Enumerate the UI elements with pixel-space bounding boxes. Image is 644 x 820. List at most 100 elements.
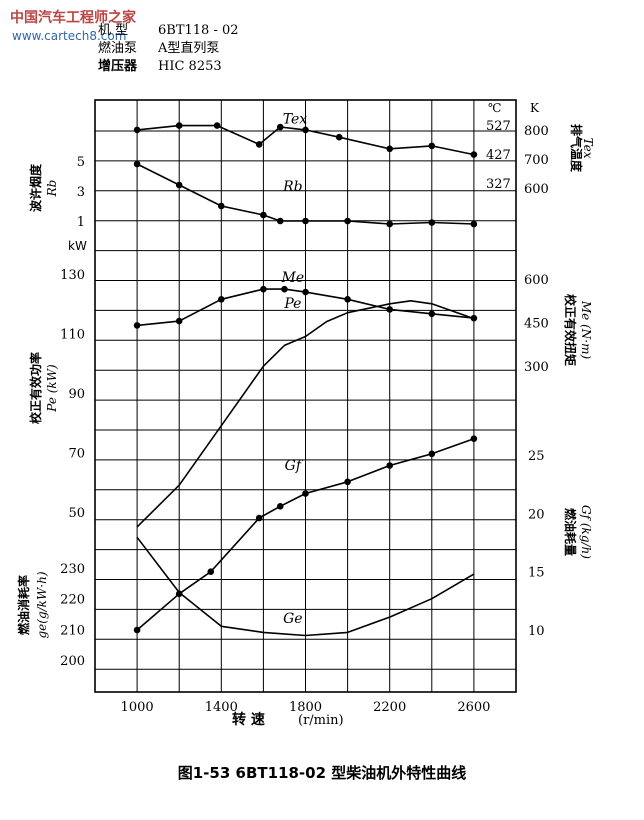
ge-axis-symbol: ge(g/kW·h) (35, 571, 49, 638)
x-axis-unit: (r/min) (298, 713, 344, 728)
series-point-tex (470, 151, 478, 158)
series-point-tex (302, 126, 309, 134)
power-axis-label: 校正有效功率 (28, 352, 43, 424)
series-point-rb (276, 217, 284, 225)
series-point-rb (133, 160, 141, 168)
me-axis-label: 校正有效扭矩 (563, 294, 578, 366)
series-point-tex (428, 142, 436, 150)
x-tick-label: 2600 (457, 700, 490, 715)
tex-kelvin-tick-label: 700 (524, 153, 549, 168)
x-tick-label: 1400 (205, 700, 238, 715)
series-point-gf (207, 568, 215, 575)
x-tick-label: 1000 (121, 700, 154, 715)
series-point-gf (302, 490, 309, 497)
series-point-gf (386, 462, 394, 469)
unit-kelvin: K (530, 101, 540, 115)
tex-axis-label: 排气温度 (569, 124, 584, 173)
spec-turbo-value: HIC 8253 (158, 59, 222, 74)
series-point-rb (470, 220, 478, 228)
me-axis-symbol: Me (N·m) (579, 300, 593, 360)
series-point-gf (133, 626, 141, 634)
series-point-me (133, 322, 141, 329)
tex-axis-symbol: Tex (581, 138, 595, 159)
me-tick-label: 600 (524, 273, 549, 288)
ge-tick-label: 220 (60, 593, 85, 608)
series-label-me: Me (281, 270, 305, 286)
spec-model-label: 机 型 (98, 23, 128, 38)
series-point-gf (470, 435, 478, 442)
series-point-rb (428, 219, 436, 226)
me-tick-label: 300 (524, 360, 549, 375)
rb-tick-label: 3 (77, 185, 85, 200)
series-label-ge: Ge (283, 611, 302, 627)
spec-pump-label: 燃油泵 (98, 40, 137, 56)
series-point-me (428, 310, 436, 318)
watermark-title: 中国汽车工程师之家 (10, 9, 137, 26)
rb-tick-label: 5 (77, 155, 85, 170)
series-label-rb: Rb (282, 179, 303, 195)
gf-tick-label: 25 (528, 449, 545, 464)
series-point-rb (218, 202, 225, 210)
figure-caption: 图1-53 6BT118-02 型柴油机外特性曲线 (178, 764, 467, 782)
tex-celsius-tick-label: 327 (486, 177, 511, 192)
series-point-tex (255, 141, 263, 148)
series-point-tex (133, 126, 141, 134)
series-point-tex (213, 122, 221, 129)
series-point-me (175, 317, 183, 325)
rb-tick-label: 1 (77, 215, 85, 230)
series-point-gf (428, 450, 436, 458)
x-axis-label: 转 速 (232, 711, 265, 728)
series-point-tex (175, 122, 183, 129)
power-axis-symbol: Pe (kW) (45, 364, 59, 413)
smoke-axis-label: 波许烟度 (28, 163, 43, 212)
series-point-gf (175, 590, 183, 598)
series-label-pe: Pe (283, 296, 301, 312)
gf-tick-label: 15 (528, 566, 545, 581)
tex-celsius-tick-label: 527 (486, 119, 511, 134)
pe-tick-label: 50 (68, 506, 85, 521)
x-tick-label: 1800 (289, 700, 322, 715)
pe-tick-label: 130 (60, 268, 85, 283)
series-line-pe (136, 299, 475, 528)
series-line-rb (136, 163, 474, 225)
smoke-axis-symbol: Rb (45, 180, 59, 198)
gf-tick-label: 10 (528, 624, 545, 639)
series-point-me (260, 285, 267, 293)
chart-grid (94, 99, 517, 693)
series-point-me (386, 306, 394, 313)
ge-tick-label: 230 (60, 562, 85, 577)
series-point-rb (344, 217, 351, 225)
series-line-gf (136, 437, 475, 631)
power-unit: kW (68, 239, 87, 253)
gf-axis-symbol: Gf (kg/h) (579, 505, 593, 559)
series-point-me (302, 288, 309, 296)
series-point-me (281, 285, 288, 293)
series-point-tex (276, 123, 284, 131)
x-tick-label: 2200 (373, 700, 406, 715)
ge-axis-label: 燃油消耗率 (16, 575, 31, 635)
tex-kelvin-tick-label: 600 (524, 182, 549, 197)
spec-model-value: 6BT118 - 02 (158, 23, 239, 38)
watermark-url: www.cartech8.com (12, 29, 126, 43)
ge-tick-label: 210 (60, 623, 85, 638)
series-label-tex: Tex (283, 112, 308, 128)
series-point-gf (344, 478, 351, 486)
chart-ticks: 1000 1400 1800 2200 2600 5 3 1 130 110 90 70 50 230 22… (60, 119, 549, 715)
series-point-tex (386, 145, 394, 153)
series-line-tex (137, 124, 475, 156)
series-point-me (218, 296, 225, 303)
series-line-ge (136, 536, 475, 637)
pe-tick-label: 110 (60, 328, 85, 343)
gf-tick-label: 20 (528, 507, 545, 522)
tex-celsius-tick-label: 427 (486, 148, 511, 163)
chart-series: Tex Rb Me Pe Gf Ge (133, 112, 478, 637)
series-point-gf (276, 503, 284, 510)
series-point-rb (386, 220, 394, 228)
spec-turbo-label: 增压器 (98, 58, 138, 74)
series-point-rb (175, 181, 183, 189)
me-tick-label: 450 (524, 317, 549, 332)
spec-pump-value: A型直列泵 (157, 41, 219, 56)
series-point-rb (302, 217, 309, 225)
series-point-tex (335, 133, 343, 141)
